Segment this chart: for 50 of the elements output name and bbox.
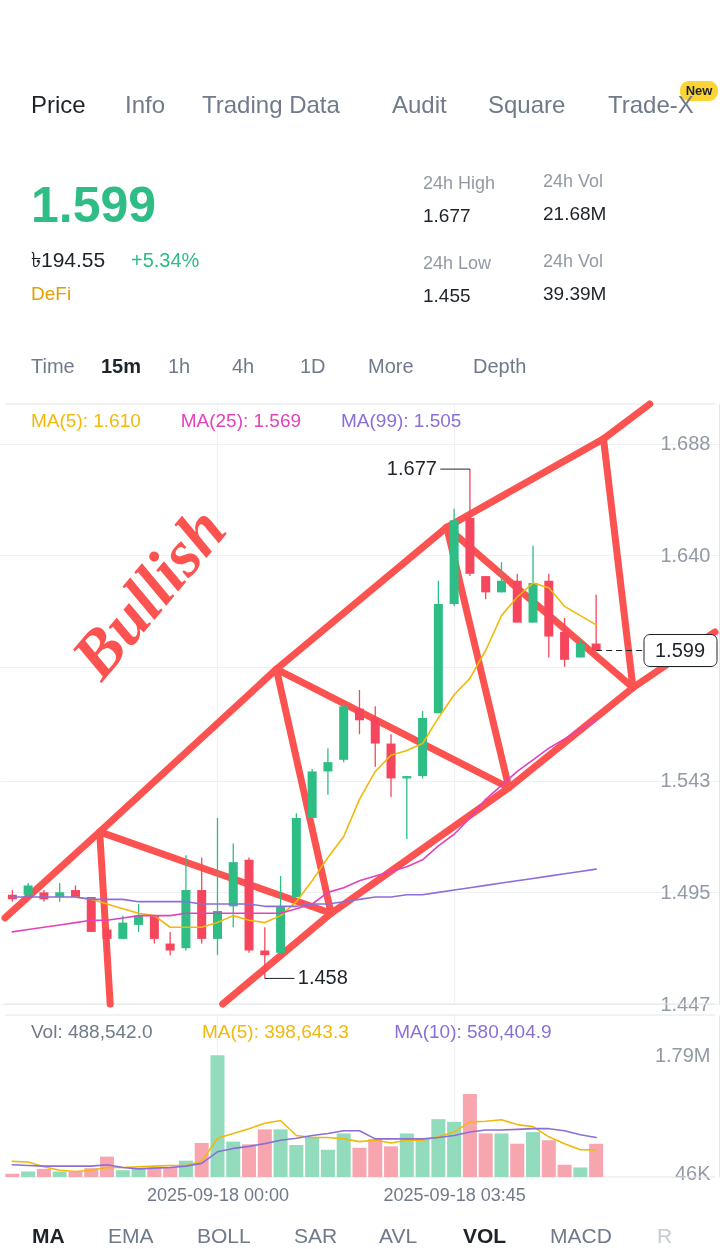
text: VOL <box>463 1224 507 1247</box>
text: SAR <box>294 1224 338 1247</box>
text: MA <box>32 1224 65 1247</box>
y-tick-label: 1.495 <box>660 880 711 903</box>
text: 1h <box>168 355 191 377</box>
text: Time <box>31 355 75 377</box>
y-tick-label: 46K <box>674 1162 712 1185</box>
annotation: 1.677 <box>386 457 437 480</box>
text: Square <box>488 91 566 118</box>
text: +5.34% <box>131 249 200 271</box>
text: More <box>368 355 414 377</box>
text: Depth <box>473 355 527 377</box>
annotation: 1.458 <box>297 966 348 989</box>
x-tick-label: 2025-09-18 03:45 <box>383 1184 526 1205</box>
y-tick-label: 1.447 <box>660 992 711 1015</box>
text: 15m <box>101 355 142 377</box>
y-tick-label: 1.79M <box>654 1043 711 1066</box>
text: EMA <box>108 1224 154 1247</box>
text: 1D <box>300 355 326 377</box>
y-tick-label: 1.543 <box>660 769 711 792</box>
annotation: Vol: 488,542.0 <box>31 1021 153 1042</box>
y-tick-label: 1.688 <box>660 432 711 455</box>
text: 24h Low <box>423 253 493 273</box>
ref-line-label: 1.599 <box>654 638 706 661</box>
text: Info <box>125 91 166 118</box>
y-tick-label: 1.640 <box>660 543 711 566</box>
text: MA(10): 580,404.9 <box>394 1021 552 1042</box>
text: AVL <box>379 1224 418 1247</box>
text: 39.39M <box>543 283 607 304</box>
text: ৳194.55 <box>31 248 106 271</box>
text: 1.455 <box>423 285 471 306</box>
text: MA(99): 1.505 <box>341 410 462 431</box>
text: 21.68M <box>543 203 607 224</box>
text: 24h High <box>423 173 496 193</box>
text: R <box>657 1224 673 1247</box>
text: DeFi <box>31 283 72 304</box>
text: MACD <box>550 1224 612 1247</box>
text: 4h <box>232 355 255 377</box>
text: 1.599 <box>31 177 157 233</box>
text: Trading Data <box>202 91 341 118</box>
text: Audit <box>392 91 448 118</box>
text: 24h Vol <box>543 171 604 191</box>
x-tick-label: 2025-09-18 00:00 <box>146 1184 290 1205</box>
text: Price <box>31 91 86 118</box>
text: MA(5): 398,643.3 <box>201 1021 349 1042</box>
text: MA(5): 1.610 <box>31 410 141 431</box>
text: MA(25): 1.569 <box>180 410 302 431</box>
text: BOLL <box>197 1224 251 1247</box>
text: 1.677 <box>423 205 471 226</box>
text: 24h Vol <box>543 251 604 271</box>
